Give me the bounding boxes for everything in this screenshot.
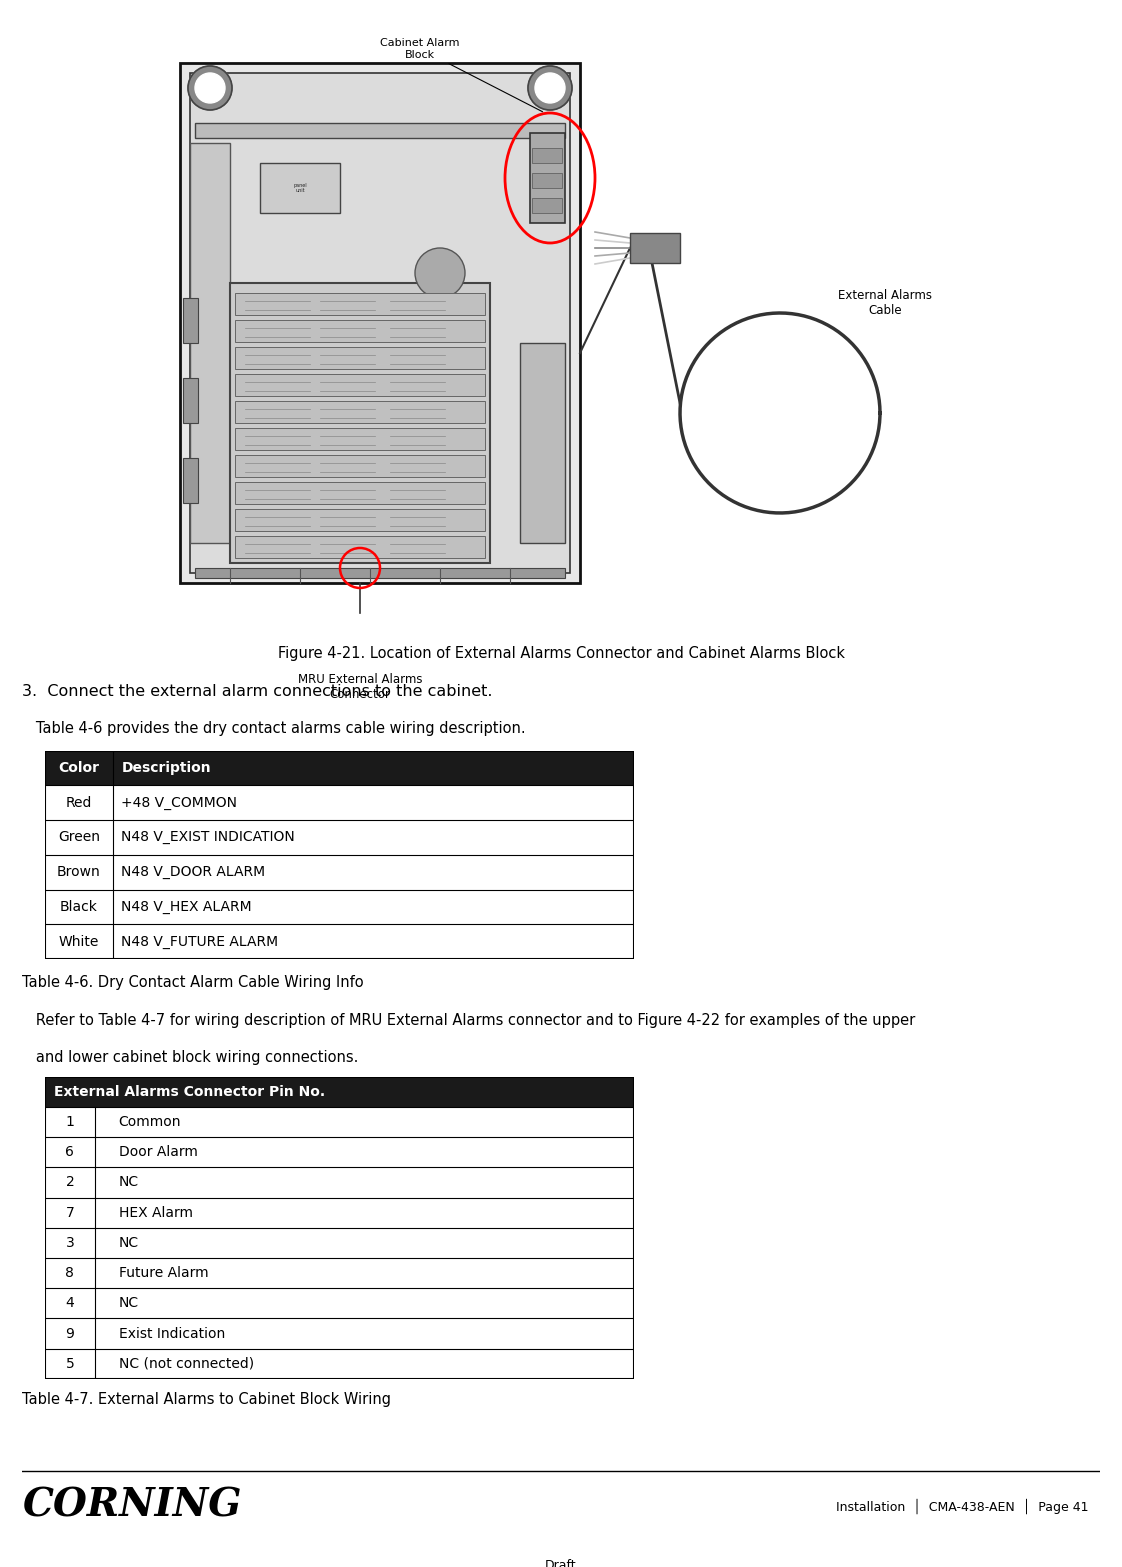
Circle shape bbox=[528, 66, 572, 110]
Text: 3.  Connect the external alarm connections to the cabinet.: 3. Connect the external alarm connection… bbox=[22, 683, 493, 699]
Text: 8: 8 bbox=[65, 1266, 74, 1280]
Bar bbox=[45, 925, 634, 959]
Circle shape bbox=[188, 66, 232, 110]
Text: Draft: Draft bbox=[545, 1559, 577, 1567]
Text: Color: Color bbox=[58, 762, 99, 776]
Text: HEX Alarm: HEX Alarm bbox=[119, 1205, 193, 1219]
Text: Table 4-6. Dry Contact Alarm Cable Wiring Info: Table 4-6. Dry Contact Alarm Cable Wirin… bbox=[22, 975, 364, 990]
Bar bbox=[195, 567, 565, 578]
Bar bbox=[45, 1229, 634, 1258]
Text: and lower cabinet block wiring connections.: and lower cabinet block wiring connectio… bbox=[22, 1050, 359, 1066]
Bar bbox=[45, 1106, 634, 1138]
Bar bbox=[234, 401, 485, 423]
Circle shape bbox=[195, 74, 226, 103]
Bar bbox=[530, 133, 565, 223]
Bar bbox=[45, 1167, 634, 1197]
Bar bbox=[180, 63, 580, 583]
Bar bbox=[234, 509, 485, 531]
Text: Brown: Brown bbox=[57, 865, 101, 879]
Text: Red: Red bbox=[65, 796, 92, 810]
Text: Description: Description bbox=[121, 762, 211, 776]
Text: 4: 4 bbox=[65, 1296, 74, 1310]
Text: 9: 9 bbox=[65, 1327, 74, 1341]
Bar bbox=[45, 856, 634, 890]
Bar bbox=[190, 143, 230, 544]
Bar bbox=[234, 454, 485, 476]
Bar bbox=[45, 820, 634, 856]
Text: Installation  │  CMA-438-AEN  │  Page 41: Installation │ CMA-438-AEN │ Page 41 bbox=[836, 1498, 1088, 1514]
Text: 2: 2 bbox=[65, 1175, 74, 1189]
Bar bbox=[183, 378, 197, 423]
Bar bbox=[532, 172, 562, 188]
Bar bbox=[45, 1138, 634, 1167]
Bar bbox=[45, 890, 634, 925]
Bar bbox=[260, 163, 340, 213]
Text: NC: NC bbox=[119, 1236, 139, 1250]
Bar bbox=[190, 74, 570, 574]
Bar bbox=[230, 284, 490, 563]
Bar bbox=[45, 1288, 634, 1318]
Text: Green: Green bbox=[57, 831, 100, 845]
Bar bbox=[45, 751, 634, 785]
Bar bbox=[45, 1077, 634, 1106]
Bar bbox=[234, 536, 485, 558]
Bar bbox=[532, 147, 562, 163]
Bar bbox=[234, 346, 485, 368]
Bar bbox=[234, 320, 485, 342]
Text: External Alarms Connector Pin No.: External Alarms Connector Pin No. bbox=[54, 1084, 325, 1098]
Bar bbox=[519, 343, 565, 544]
Text: 5: 5 bbox=[65, 1357, 74, 1371]
Text: N48 V_HEX ALARM: N48 V_HEX ALARM bbox=[121, 899, 252, 914]
Text: NC: NC bbox=[119, 1296, 139, 1310]
Text: Figure 4-21. Location of External Alarms Connector and Cabinet Alarms Block: Figure 4-21. Location of External Alarms… bbox=[277, 646, 845, 661]
Text: Future Alarm: Future Alarm bbox=[119, 1266, 209, 1280]
Text: 3: 3 bbox=[65, 1236, 74, 1250]
Text: 7: 7 bbox=[65, 1205, 74, 1219]
Bar bbox=[45, 785, 634, 820]
Circle shape bbox=[415, 248, 465, 298]
Bar bbox=[629, 233, 680, 263]
Text: N48 V_EXIST INDICATION: N48 V_EXIST INDICATION bbox=[121, 831, 295, 845]
Bar bbox=[45, 1318, 634, 1349]
Text: CORNING: CORNING bbox=[22, 1487, 242, 1525]
Bar bbox=[234, 375, 485, 396]
Text: MRU External Alarms
Connector: MRU External Alarms Connector bbox=[297, 672, 422, 700]
Bar bbox=[195, 122, 565, 138]
Text: panel
unit: panel unit bbox=[293, 183, 306, 193]
Bar bbox=[234, 428, 485, 450]
Text: 1: 1 bbox=[65, 1114, 74, 1128]
Text: Table 4-7. External Alarms to Cabinet Block Wiring: Table 4-7. External Alarms to Cabinet Bl… bbox=[22, 1391, 392, 1407]
Text: Exist Indication: Exist Indication bbox=[119, 1327, 224, 1341]
Text: External Alarms
Cable: External Alarms Cable bbox=[838, 288, 932, 317]
Bar bbox=[45, 1349, 634, 1379]
Bar bbox=[45, 1197, 634, 1229]
Bar bbox=[532, 197, 562, 213]
Text: NC (not connected): NC (not connected) bbox=[119, 1357, 254, 1371]
Bar bbox=[234, 483, 485, 505]
Bar bbox=[183, 298, 197, 343]
Text: Common: Common bbox=[119, 1114, 181, 1128]
Text: N48 V_DOOR ALARM: N48 V_DOOR ALARM bbox=[121, 865, 266, 879]
Text: Refer to Table 4-7 for wiring description of MRU External Alarms connector and t: Refer to Table 4-7 for wiring descriptio… bbox=[22, 1012, 916, 1028]
Text: N48 V_FUTURE ALARM: N48 V_FUTURE ALARM bbox=[121, 934, 278, 948]
Text: 6: 6 bbox=[65, 1145, 74, 1160]
Text: Table 4-6 provides the dry contact alarms cable wiring description.: Table 4-6 provides the dry contact alarm… bbox=[22, 721, 526, 736]
Bar bbox=[45, 1258, 634, 1288]
Text: NC: NC bbox=[119, 1175, 139, 1189]
Text: +48 V_COMMON: +48 V_COMMON bbox=[121, 796, 238, 810]
Text: Cabinet Alarm
Block: Cabinet Alarm Block bbox=[380, 38, 543, 111]
Text: White: White bbox=[58, 934, 99, 948]
Bar bbox=[234, 293, 485, 315]
Circle shape bbox=[535, 74, 565, 103]
Bar bbox=[183, 458, 197, 503]
Text: Black: Black bbox=[59, 899, 98, 914]
Text: Door Alarm: Door Alarm bbox=[119, 1145, 197, 1160]
